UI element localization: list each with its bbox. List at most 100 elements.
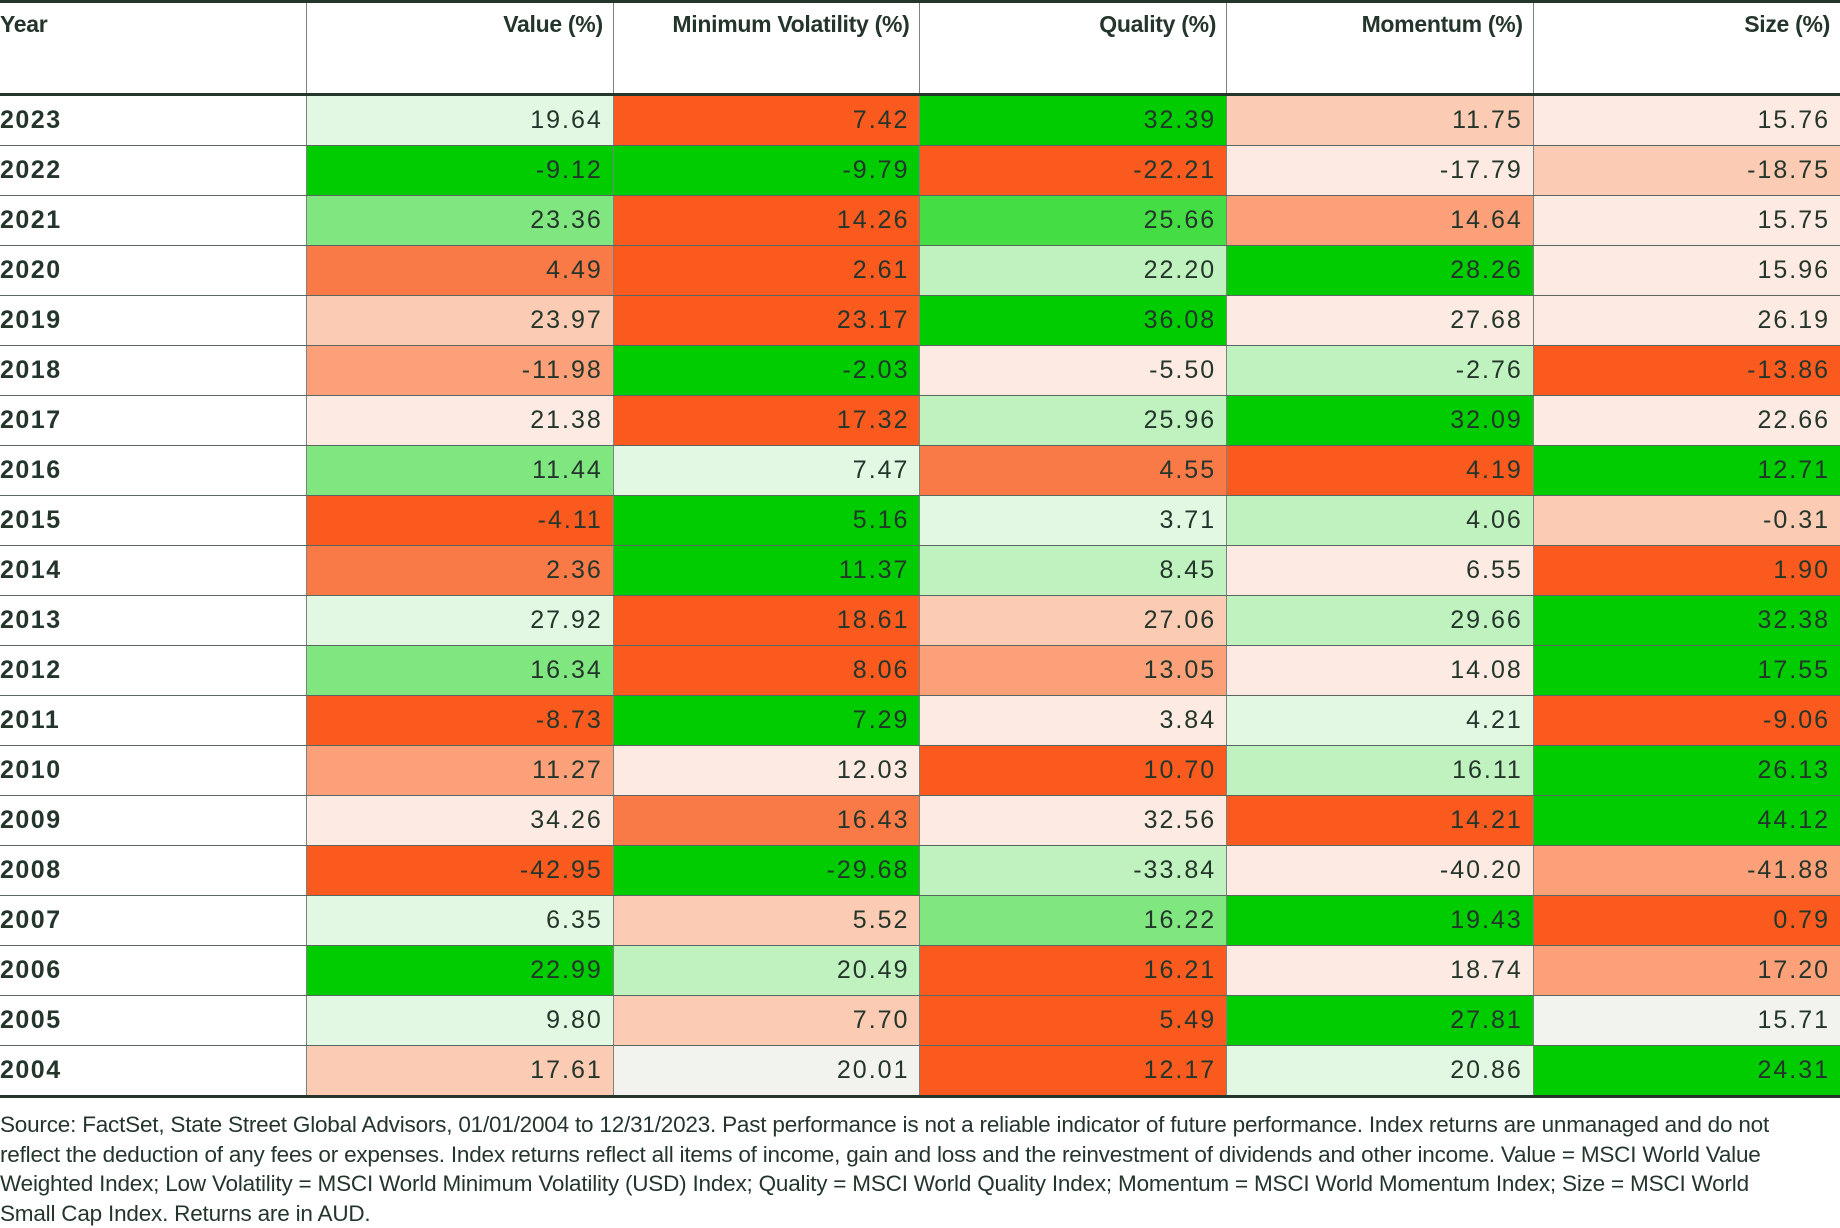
min-volatility-cell: 11.37 — [612, 545, 920, 596]
table-row: 2020 4.49 2.61 22.20 28.26 15.96 — [0, 245, 1840, 296]
quality-cell: 22.20 — [919, 245, 1227, 296]
min-volatility-cell: 7.70 — [612, 995, 920, 1046]
table-row: 2013 27.92 18.61 27.06 29.66 32.38 — [0, 595, 1840, 646]
momentum-cell: 11.75 — [1226, 94, 1534, 146]
value-cell: 11.44 — [306, 445, 614, 496]
size-cell: 15.71 — [1532, 995, 1840, 1046]
size-cell: 0.79 — [1532, 895, 1840, 946]
min-volatility-cell: 12.03 — [612, 745, 920, 796]
table-row: 2005 9.80 7.70 5.49 27.81 15.71 — [0, 995, 1840, 1046]
min-volatility-cell: 20.01 — [612, 1045, 920, 1098]
table-row: 2018 -11.98 -2.03 -5.50 -2.76 -13.86 — [0, 345, 1840, 396]
size-cell: 26.19 — [1532, 295, 1840, 346]
value-cell: 9.80 — [306, 995, 614, 1046]
value-cell: 34.26 — [306, 795, 614, 846]
quality-cell: 5.49 — [919, 995, 1227, 1046]
quality-cell: 4.55 — [919, 445, 1227, 496]
year-cell: 2016 — [0, 445, 307, 496]
year-cell: 2020 — [0, 245, 307, 296]
momentum-cell: 18.74 — [1226, 945, 1534, 996]
min-volatility-cell: 18.61 — [612, 595, 920, 646]
header-size: Size (%) — [1532, 1, 1840, 96]
min-volatility-cell: -29.68 — [612, 845, 920, 896]
quality-cell: 3.71 — [919, 495, 1227, 546]
year-cell: 2009 — [0, 795, 307, 846]
momentum-cell: 19.43 — [1226, 895, 1534, 946]
momentum-cell: 29.66 — [1226, 595, 1534, 646]
size-cell: -9.06 — [1532, 695, 1840, 746]
quality-cell: -22.21 — [919, 145, 1227, 196]
momentum-cell: -2.76 — [1226, 345, 1534, 396]
min-volatility-cell: 7.47 — [612, 445, 920, 496]
year-cell: 2015 — [0, 495, 307, 546]
min-volatility-cell: 7.29 — [612, 695, 920, 746]
value-cell: 21.38 — [306, 395, 614, 446]
quality-cell: 32.56 — [919, 795, 1227, 846]
table-row: 2004 17.61 20.01 12.17 20.86 24.31 — [0, 1045, 1840, 1098]
quality-cell: 25.96 — [919, 395, 1227, 446]
size-cell: 15.96 — [1532, 245, 1840, 296]
quality-cell: -33.84 — [919, 845, 1227, 896]
year-cell: 2010 — [0, 745, 307, 796]
header-value: Value (%) — [306, 1, 614, 96]
table-row: 2017 21.38 17.32 25.96 32.09 22.66 — [0, 395, 1840, 446]
min-volatility-cell: 14.26 — [612, 195, 920, 246]
value-cell: -11.98 — [306, 345, 614, 396]
size-cell: -41.88 — [1532, 845, 1840, 896]
size-cell: 44.12 — [1532, 795, 1840, 846]
value-cell: 11.27 — [306, 745, 614, 796]
header-year: Year — [0, 1, 307, 96]
size-cell: 22.66 — [1532, 395, 1840, 446]
quality-cell: -5.50 — [919, 345, 1227, 396]
quality-cell: 27.06 — [919, 595, 1227, 646]
min-volatility-cell: 16.43 — [612, 795, 920, 846]
value-cell: -42.95 — [306, 845, 614, 896]
table-row: 2008 -42.95 -29.68 -33.84 -40.20 -41.88 — [0, 845, 1840, 896]
quality-cell: 25.66 — [919, 195, 1227, 246]
value-cell: -8.73 — [306, 695, 614, 746]
value-cell: 19.64 — [306, 94, 614, 146]
momentum-cell: 27.68 — [1226, 295, 1534, 346]
year-cell: 2006 — [0, 945, 307, 996]
momentum-cell: 16.11 — [1226, 745, 1534, 796]
year-cell: 2011 — [0, 695, 307, 746]
momentum-cell: 14.21 — [1226, 795, 1534, 846]
size-cell: -18.75 — [1532, 145, 1840, 196]
momentum-cell: 14.08 — [1226, 645, 1534, 696]
value-cell: 16.34 — [306, 645, 614, 696]
header-row: Year Value (%) Minimum Volatility (%) Qu… — [0, 1, 1840, 96]
table-row: 2012 16.34 8.06 13.05 14.08 17.55 — [0, 645, 1840, 696]
table-row: 2023 19.64 7.42 32.39 11.75 15.76 — [0, 94, 1840, 146]
momentum-cell: -17.79 — [1226, 145, 1534, 196]
year-cell: 2017 — [0, 395, 307, 446]
size-cell: 17.55 — [1532, 645, 1840, 696]
size-cell: -0.31 — [1532, 495, 1840, 546]
size-cell: 26.13 — [1532, 745, 1840, 796]
value-cell: 23.36 — [306, 195, 614, 246]
quality-cell: 36.08 — [919, 295, 1227, 346]
size-cell: 17.20 — [1532, 945, 1840, 996]
year-cell: 2014 — [0, 545, 307, 596]
table-row: 2015 -4.11 5.16 3.71 4.06 -0.31 — [0, 495, 1840, 546]
size-cell: 12.71 — [1532, 445, 1840, 496]
table-row: 2021 23.36 14.26 25.66 14.64 15.75 — [0, 195, 1840, 246]
min-volatility-cell: -9.79 — [612, 145, 920, 196]
momentum-cell: 32.09 — [1226, 395, 1534, 446]
header-quality: Quality (%) — [919, 1, 1227, 96]
table-row: 2007 6.35 5.52 16.22 19.43 0.79 — [0, 895, 1840, 946]
table-row: 2009 34.26 16.43 32.56 14.21 44.12 — [0, 795, 1840, 846]
table-body: 2023 19.64 7.42 32.39 11.75 15.76 2022 -9.12 -9.… — [0, 94, 1840, 1098]
size-cell: 24.31 — [1532, 1045, 1840, 1098]
table-row: 2016 11.44 7.47 4.55 4.19 12.71 — [0, 445, 1840, 496]
min-volatility-cell: 5.16 — [612, 495, 920, 546]
min-volatility-cell: 20.49 — [612, 945, 920, 996]
table-row: 2010 11.27 12.03 10.70 16.11 26.13 — [0, 745, 1840, 796]
table-row: 2011 -8.73 7.29 3.84 4.21 -9.06 — [0, 695, 1840, 746]
year-cell: 2005 — [0, 995, 307, 1046]
size-cell: 15.75 — [1532, 195, 1840, 246]
size-cell: 1.90 — [1532, 545, 1840, 596]
factor-returns-table: Year Value (%) Minimum Volatility (%) Qu… — [0, 0, 1840, 1098]
min-volatility-cell: 23.17 — [612, 295, 920, 346]
quality-cell: 8.45 — [919, 545, 1227, 596]
min-volatility-cell: -2.03 — [612, 345, 920, 396]
